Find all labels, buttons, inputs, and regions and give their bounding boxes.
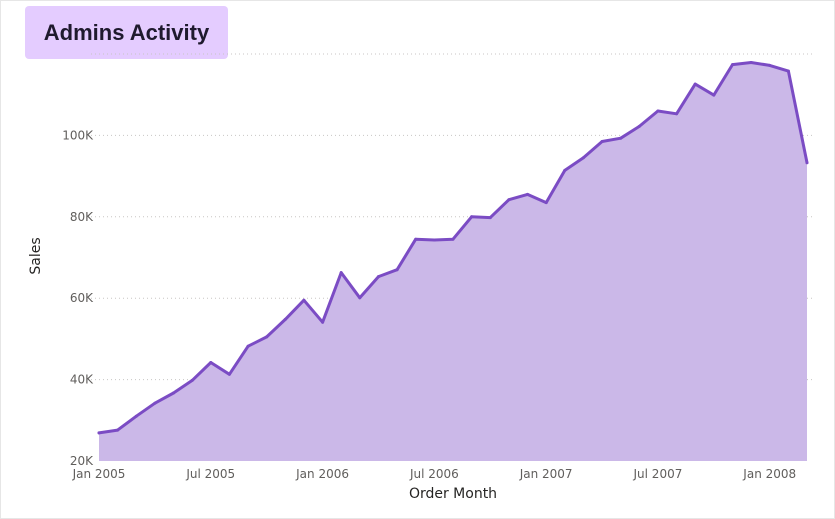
data-point (414, 237, 418, 241)
data-point (395, 268, 399, 272)
data-point (712, 93, 716, 97)
x-tick-label: Jan 2005 (72, 467, 126, 481)
y-tick-label: 20K (70, 454, 94, 468)
data-point (507, 198, 511, 202)
chart-title: Admins Activity (25, 6, 228, 59)
data-point (134, 414, 138, 418)
data-point (470, 215, 474, 219)
data-point (619, 136, 623, 140)
data-point (190, 378, 194, 382)
x-axis: Jan 2005 Jul 2005 Jan 2006 Jul 2006 Jan 2007… (72, 467, 797, 481)
x-axis-title: Order Month (409, 486, 497, 502)
data-point (358, 296, 362, 300)
data-point (339, 271, 343, 275)
data-point (768, 63, 772, 67)
data-point (283, 317, 287, 321)
data-point (227, 372, 231, 376)
data-point (153, 401, 157, 405)
x-tick-label: Jul 2007 (633, 467, 683, 481)
data-point (172, 391, 175, 395)
area-fill (99, 62, 807, 461)
x-tick-label: Jul 2005 (185, 467, 235, 481)
data-point (526, 192, 529, 196)
data-point (675, 112, 679, 116)
data-point (246, 344, 250, 348)
data-point (563, 168, 567, 172)
data-point (302, 298, 306, 302)
x-tick-label: Jan 2008 (742, 467, 796, 481)
data-point (693, 82, 697, 86)
data-point (432, 238, 436, 242)
data-point (265, 335, 269, 339)
y-tick-label: 60K (70, 291, 94, 305)
data-point (377, 275, 380, 279)
data-point (600, 140, 604, 143)
data-point (544, 201, 548, 205)
x-tick-label: Jul 2006 (409, 467, 459, 481)
data-point (805, 161, 809, 165)
data-point (786, 69, 790, 73)
data-point (97, 431, 101, 435)
area-series (97, 61, 809, 461)
x-tick-label: Jan 2007 (519, 467, 573, 481)
y-tick-label: 40K (70, 373, 94, 387)
x-tick-label: Jan 2006 (295, 467, 349, 481)
y-axis: 20K 40K 60K 80K 100K (62, 128, 94, 468)
y-axis-title: Sales (28, 237, 44, 274)
data-point (637, 124, 641, 128)
data-point (749, 61, 753, 64)
data-point (731, 63, 734, 67)
data-point (209, 361, 213, 364)
data-point (488, 216, 492, 220)
data-point (581, 156, 585, 160)
data-point (451, 237, 455, 241)
y-tick-label: 80K (70, 210, 94, 224)
data-point (116, 428, 120, 432)
data-point (656, 109, 660, 113)
y-tick-label: 100K (62, 128, 94, 142)
data-point (321, 320, 325, 324)
